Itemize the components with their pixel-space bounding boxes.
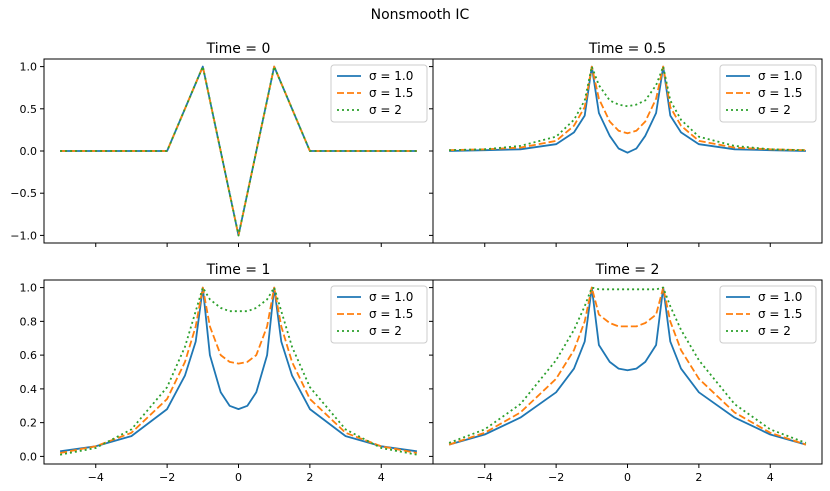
subplot-grid: Time = 0−1.0−0.50.00.51.0σ = 1.0σ = 1.5σ… (10, 41, 823, 484)
series-line-2 (449, 65, 806, 152)
x-tick-label: −2 (548, 471, 564, 484)
subplot-title: Time = 0.5 (588, 41, 666, 57)
series-group (60, 65, 417, 237)
series-group (59, 286, 418, 456)
subplot-title: Time = 2 (595, 262, 660, 278)
figure-title: Nonsmooth IC (371, 7, 470, 23)
y-tick-label: 0.4 (20, 383, 38, 396)
series-line-2 (59, 286, 418, 454)
legend-label: σ = 1.0 (758, 290, 802, 304)
legend-label: σ = 1.5 (758, 307, 802, 321)
y-tick-label: −1.0 (10, 229, 37, 242)
y-tick-label: 0.6 (20, 349, 38, 362)
legend-label: σ = 1.0 (369, 69, 413, 83)
legend-box (330, 285, 428, 344)
x-tick-label: −4 (477, 471, 493, 484)
legend-label: σ = 2 (369, 103, 402, 117)
y-tick-label: −0.5 (10, 187, 37, 200)
x-tick-label: 4 (767, 471, 774, 484)
series-line-3 (60, 65, 417, 237)
series-line-1 (448, 286, 807, 446)
legend: σ = 1.0 σ = 1.5 σ = 2 (330, 285, 428, 344)
series-line-3 (59, 286, 418, 456)
legend: σ = 1.0 σ = 1.5 σ = 2 (330, 64, 428, 123)
legend-box (330, 64, 428, 123)
series-line-1 (59, 286, 418, 453)
x-tick-label: 4 (378, 471, 385, 484)
x-tick-label: −2 (159, 471, 175, 484)
x-tick-label: 2 (695, 471, 702, 484)
x-tick-label: 2 (306, 471, 313, 484)
legend-box (719, 64, 817, 123)
x-tick-label: 0 (624, 471, 631, 484)
legend-label: σ = 1.5 (758, 86, 802, 100)
legend-label: σ = 1.5 (369, 86, 413, 100)
y-tick-label: 0.5 (20, 103, 38, 116)
legend-label: σ = 2 (369, 324, 402, 338)
legend-box (719, 285, 817, 344)
subplot-title: Time = 0 (206, 41, 271, 57)
legend-label: σ = 1.0 (758, 69, 802, 83)
legend-label: σ = 2 (758, 103, 791, 117)
subplot-1: Time = 0−1.0−0.50.00.51.0σ = 1.0σ = 1.5σ… (10, 41, 434, 247)
subplot-4: Time = 2 −4 −2 0 2 4 σ = 1.0 σ = 1.5 σ = 2 (429, 262, 823, 484)
y-tick-label: 0.8 (20, 315, 38, 328)
series-line-3 (449, 65, 806, 152)
legend-label: σ = 2 (758, 324, 791, 338)
series-line-2 (448, 286, 807, 446)
legend-label: σ = 1.0 (369, 290, 413, 304)
y-tick-label: 0.2 (20, 417, 38, 430)
x-tick-label: 0 (235, 471, 242, 484)
y-tick-label: 0.0 (20, 450, 38, 463)
y-tick-label: 1.0 (20, 282, 38, 295)
series-line-3 (448, 286, 807, 444)
legend: σ = 1.0 σ = 1.5 σ = 2 (719, 64, 817, 123)
legend-label: σ = 1.5 (369, 307, 413, 321)
legend: σ = 1.0 σ = 1.5 σ = 2 (719, 285, 817, 344)
subplot-2: Time = 0.5 σ = 1.0 σ = 1.5 σ = 2 (429, 41, 823, 247)
series-group (449, 65, 806, 154)
series-group (448, 286, 807, 446)
y-tick-label: 0.0 (20, 145, 38, 158)
subplot-3: Time = 1 0.0 0.2 0.4 0.6 0.8 1.0 −4 −2 0 2 4 σ = 1.0… (20, 262, 434, 484)
y-tick-label: 1.0 (20, 61, 38, 74)
series-line-1 (449, 65, 806, 154)
x-tick-label: −4 (88, 471, 104, 484)
subplot-title: Time = 1 (206, 262, 271, 278)
